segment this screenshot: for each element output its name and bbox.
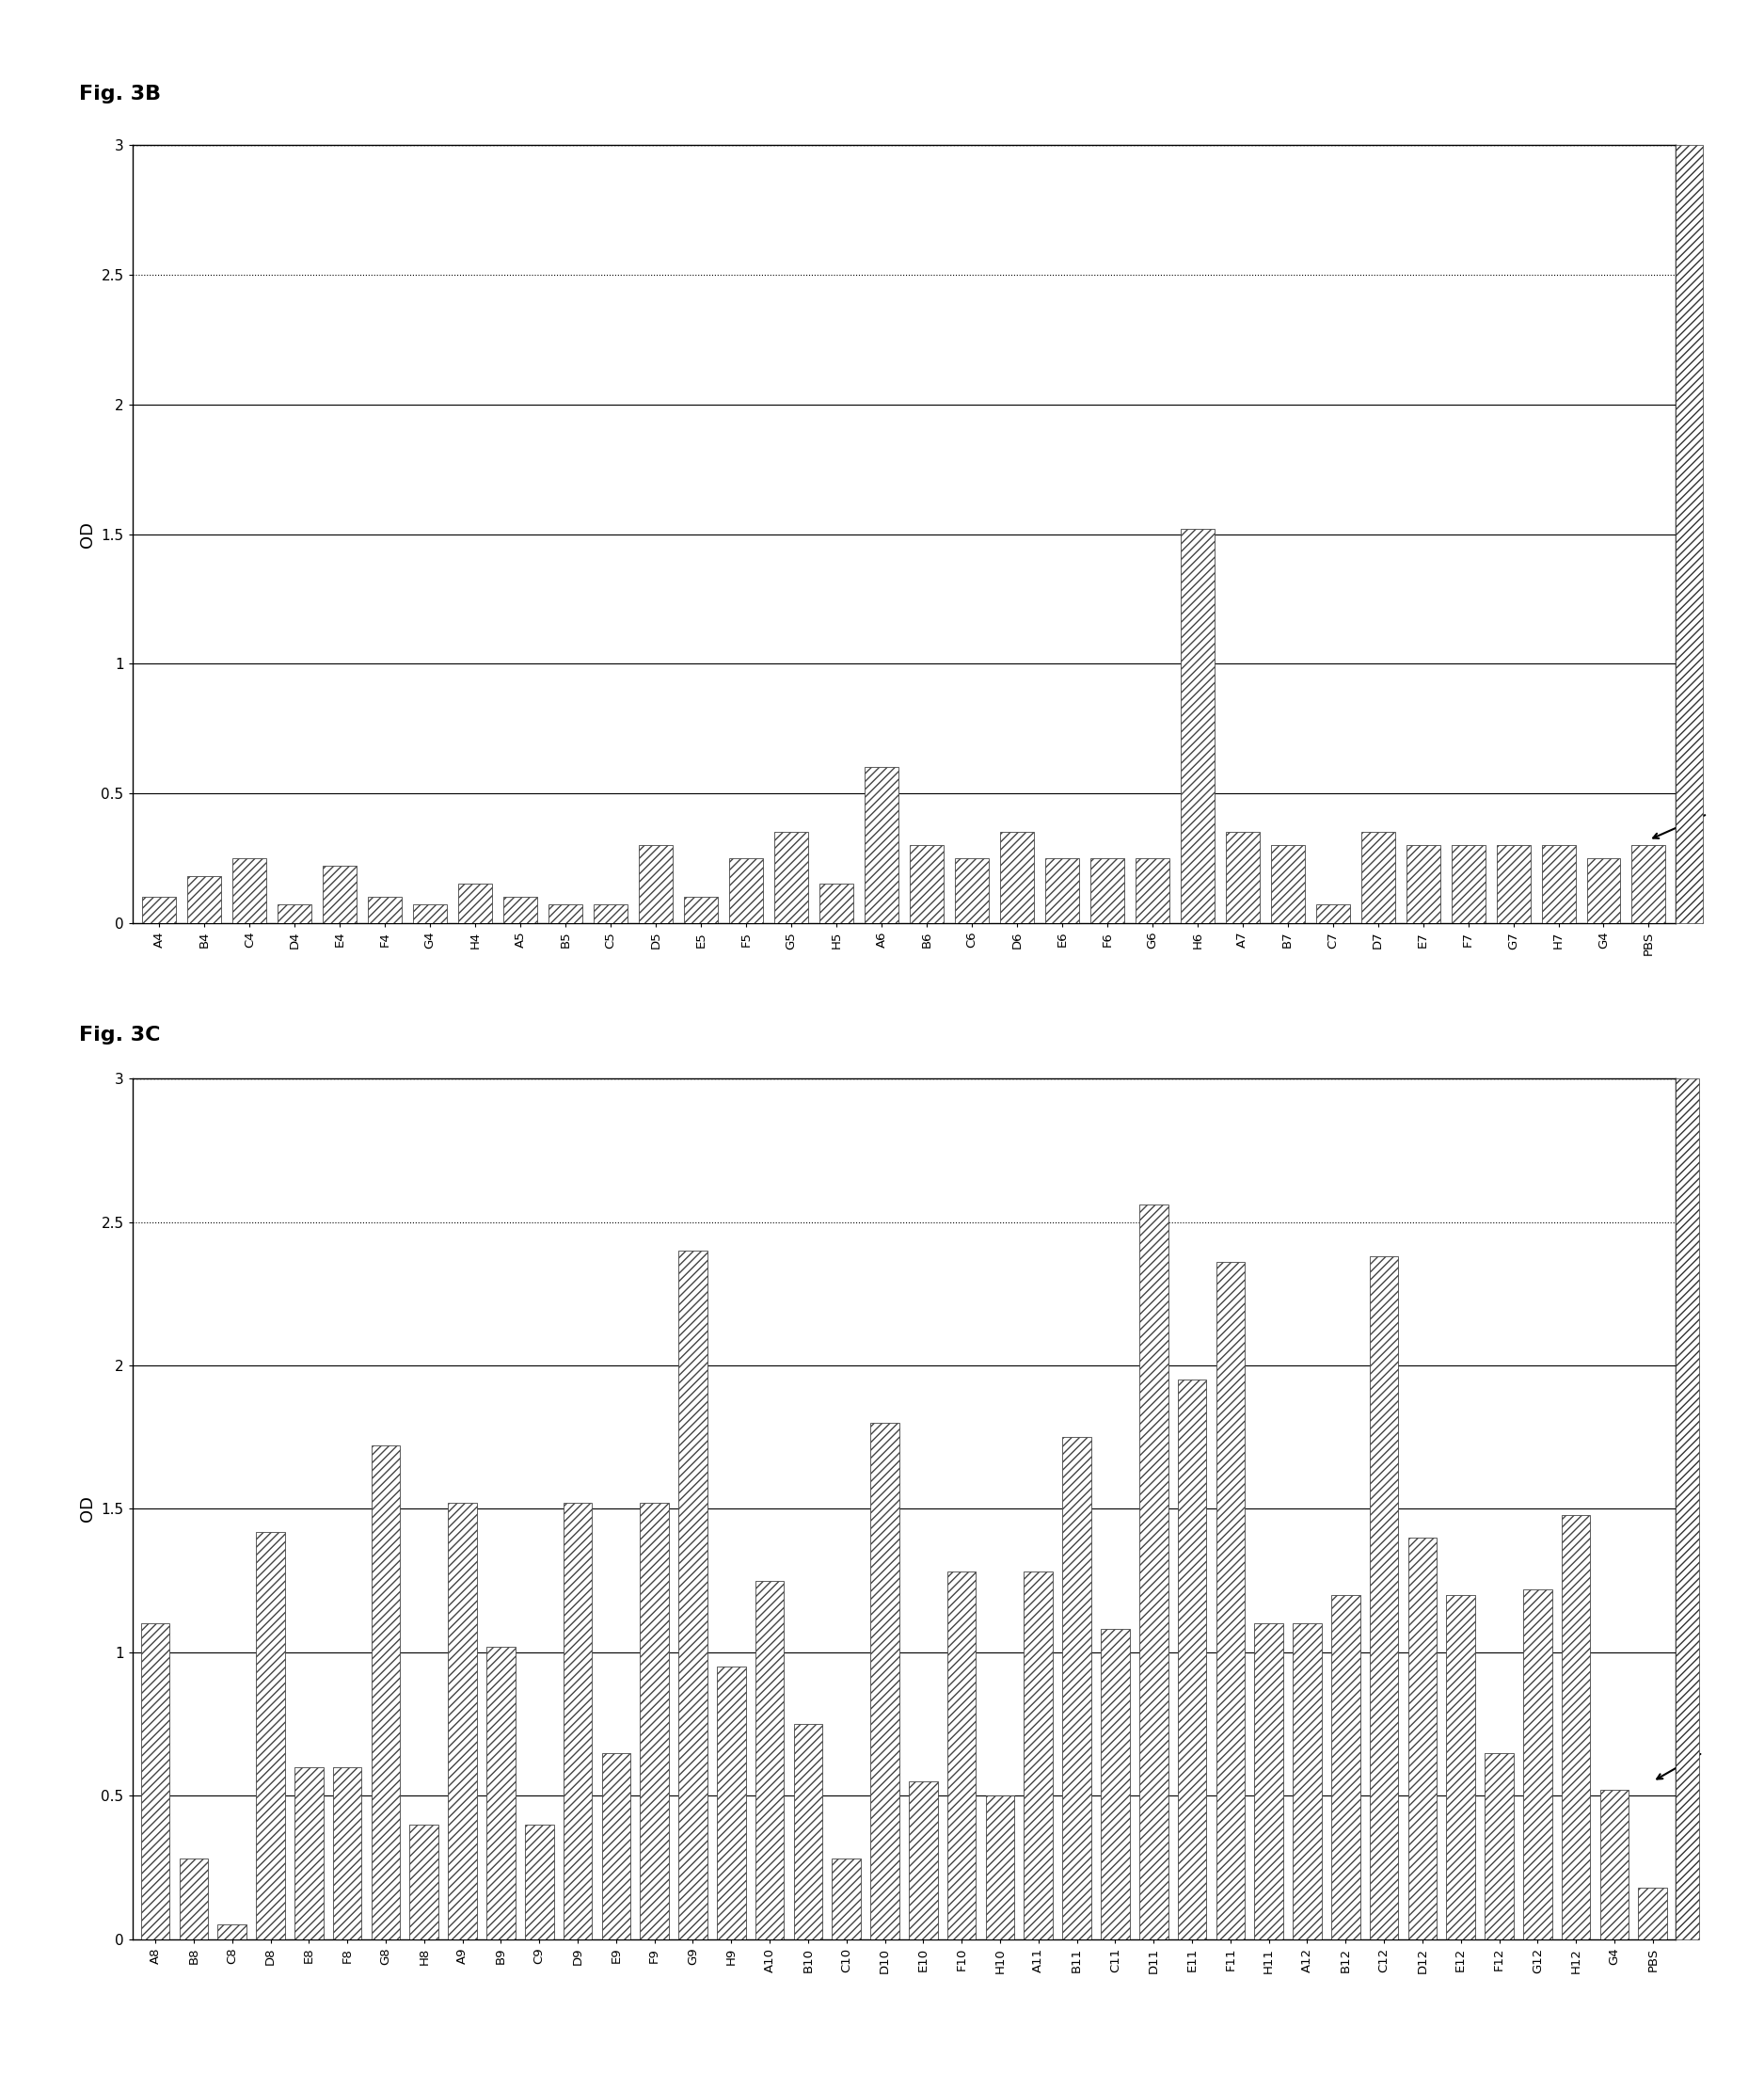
Bar <box>1542 846 1575 923</box>
Bar <box>487 1647 515 1939</box>
Bar <box>279 904 312 923</box>
Bar <box>256 1533 286 1939</box>
Bar <box>1332 1595 1360 1939</box>
Bar <box>1293 1624 1321 1939</box>
Bar <box>409 1825 439 1939</box>
Bar <box>217 1925 247 1939</box>
Bar <box>1180 529 1214 923</box>
Bar <box>563 1504 593 1939</box>
Bar <box>755 1580 783 1939</box>
Bar <box>684 896 718 923</box>
Bar <box>233 859 266 923</box>
Bar <box>370 1446 400 1939</box>
Text: Fig. 3B: Fig. 3B <box>79 85 161 104</box>
Bar <box>794 1723 822 1939</box>
Bar <box>954 859 988 923</box>
Bar <box>1270 846 1305 923</box>
Bar <box>1561 1514 1591 1939</box>
Bar <box>1522 1589 1552 1939</box>
Bar <box>549 904 582 923</box>
Bar <box>1090 859 1124 923</box>
Bar <box>1452 846 1485 923</box>
Bar <box>1226 832 1259 923</box>
Bar <box>774 832 808 923</box>
Bar <box>141 1624 169 1939</box>
Bar <box>1362 832 1395 923</box>
Bar <box>1316 904 1349 923</box>
Bar <box>640 1504 669 1939</box>
Bar <box>1178 1379 1207 1939</box>
Bar <box>1496 846 1529 923</box>
Bar <box>1140 1205 1168 1939</box>
Bar <box>1406 846 1439 923</box>
Y-axis label: OD: OD <box>79 521 95 548</box>
Bar <box>1000 832 1034 923</box>
Bar <box>333 1767 362 1939</box>
Bar <box>180 1858 208 1939</box>
Bar <box>1639 1887 1667 1939</box>
Bar <box>986 1796 1014 1939</box>
Bar <box>1446 1595 1475 1939</box>
Bar <box>1408 1537 1438 1939</box>
Bar <box>1062 1437 1092 1939</box>
Bar <box>1632 846 1665 923</box>
Bar <box>679 1251 707 1939</box>
Bar <box>716 1667 746 1939</box>
Bar <box>295 1767 323 1939</box>
Bar <box>820 884 854 923</box>
Bar <box>1254 1624 1282 1939</box>
Bar <box>864 767 898 923</box>
Bar <box>143 896 176 923</box>
Text: Fig. 3C: Fig. 3C <box>79 1027 161 1045</box>
Bar <box>908 1782 938 1939</box>
Bar <box>947 1572 975 1939</box>
Bar <box>1586 859 1621 923</box>
Bar <box>503 896 538 923</box>
Bar <box>1676 1078 1699 1939</box>
Bar <box>602 1753 630 1939</box>
Bar <box>187 877 222 923</box>
Y-axis label: OD: OD <box>79 1495 95 1522</box>
Bar <box>1044 859 1080 923</box>
Bar <box>413 904 446 923</box>
Bar <box>729 859 764 923</box>
Bar <box>459 884 492 923</box>
Bar <box>833 1858 861 1939</box>
Bar <box>1369 1257 1399 1939</box>
Bar <box>448 1504 476 1939</box>
Bar <box>870 1423 900 1939</box>
Bar <box>639 846 672 923</box>
Bar <box>369 896 402 923</box>
Bar <box>1676 145 1702 923</box>
Bar <box>910 846 944 923</box>
Bar <box>594 904 628 923</box>
Bar <box>1485 1753 1514 1939</box>
Bar <box>526 1825 554 1939</box>
Bar <box>323 867 356 923</box>
Bar <box>1215 1263 1245 1939</box>
Bar <box>1025 1572 1053 1939</box>
Bar <box>1600 1790 1628 1939</box>
Bar <box>1101 1630 1129 1939</box>
Bar <box>1136 859 1170 923</box>
